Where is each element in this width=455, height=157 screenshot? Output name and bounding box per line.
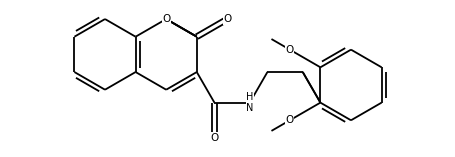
Text: O: O xyxy=(223,14,231,24)
Text: O: O xyxy=(285,115,293,125)
Text: H
N: H N xyxy=(246,92,253,113)
Text: O: O xyxy=(162,14,170,24)
Text: O: O xyxy=(210,133,218,143)
Text: O: O xyxy=(285,45,293,55)
